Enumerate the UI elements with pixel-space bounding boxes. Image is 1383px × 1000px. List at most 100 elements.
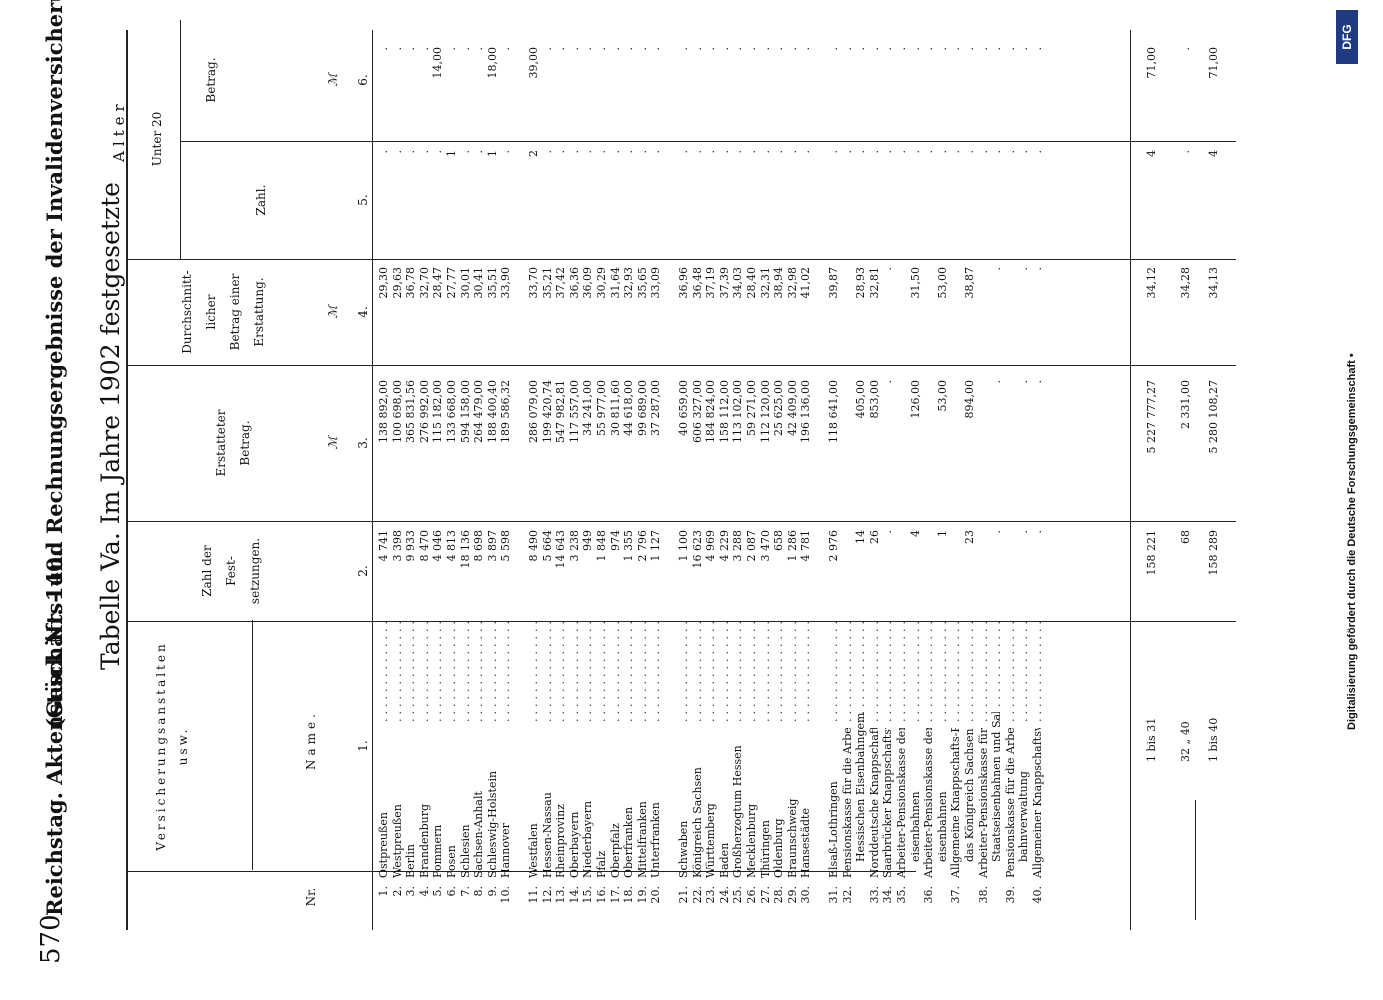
cell-nr: 15.	[581, 886, 595, 904]
cell-durch: 33,90	[499, 267, 513, 299]
cell-betrag: 112 120,00	[758, 380, 772, 443]
leader-dots: .........................	[636, 622, 649, 722]
cell-name: Württemberg	[705, 803, 718, 878]
digitization-note: Digitalisierung gefördert durch die Deut…	[1346, 353, 1358, 730]
cell-zahl20: .	[690, 150, 704, 154]
cell-betrag: .	[1031, 380, 1044, 384]
cell-betrag20: .	[731, 47, 745, 51]
table-row: 21. Schwaben......................... 1 10…	[677, 22, 690, 922]
cell-zahl20: .	[458, 150, 472, 154]
leader-dots: .........................	[746, 622, 758, 722]
cell-betrag: 40 659,00	[677, 380, 690, 436]
cell-name: Hansestädte	[800, 808, 813, 878]
table-row: 4. Brandenburg......................... 8 …	[417, 22, 431, 922]
table-row: eisenbahnen......................... 1 53,…	[936, 22, 949, 922]
column-number-6: 6.	[356, 74, 370, 86]
leader-dots: .........................	[500, 622, 513, 722]
cell-name: Oberfranken	[623, 806, 636, 878]
cell-nr: 18.	[622, 886, 636, 904]
cell-durch: 31,50	[908, 267, 922, 299]
cell-name: bahnverwaltung	[1018, 771, 1031, 862]
cell-zahl: 1 848	[595, 530, 608, 562]
cell-betrag20: .	[554, 47, 568, 51]
cell-name: Elsaß-Lothringen	[828, 781, 840, 878]
cell-durch: 37,42	[554, 267, 568, 299]
cell-durch: .	[881, 267, 895, 271]
cell-betrag20: .	[963, 47, 976, 51]
unter20-header-rule	[180, 20, 181, 260]
cell-betrag20: .	[758, 47, 772, 51]
table-row: 28. Oldenburg......................... 658…	[772, 22, 785, 922]
cell-name: Norddeutsche Knappschafts-Pensionskasse	[868, 728, 881, 878]
table-row: Staatseisenbahnen und Salinen...........…	[990, 22, 1004, 922]
page-number: 570	[36, 914, 66, 964]
header-zahl-1: Zahl der	[200, 545, 214, 597]
leader-dots: .........................	[650, 622, 663, 722]
cell-name: Posen	[446, 845, 458, 878]
cell-nr: 14.	[567, 886, 581, 904]
cell-zahl: 4 969	[704, 530, 718, 562]
cell-zahl20: .	[895, 150, 908, 154]
cell-zahl20: .	[377, 150, 390, 154]
total-betrag20: .	[1179, 47, 1192, 51]
total-betrag20: 71,00	[1145, 47, 1158, 79]
leader-dots: .........................	[678, 622, 690, 722]
cell-zahl: 8 490	[527, 530, 540, 562]
table-row: 23. Württemberg......................... 4…	[704, 22, 718, 922]
totals-row: 1 bis 40 158 289 5 280 108,27 34,13 4 71,00	[1207, 22, 1220, 922]
cell-zahl20: .	[417, 150, 431, 154]
cell-zahl20: .	[567, 150, 581, 154]
cell-zahl: 18 136	[458, 530, 472, 569]
cell-durch: 33,70	[527, 267, 540, 299]
leader-dots: .........................	[977, 622, 990, 722]
table-row: 32. Pensionskasse für die Arbeiter der Pr…	[840, 22, 854, 922]
cell-name: Arbeiter-Pensionskasse der bayerischen S…	[896, 728, 908, 878]
cell-name: Ostpreußen	[378, 812, 390, 878]
cell-betrag20: .	[949, 47, 963, 51]
cell-name: Unterfranken	[650, 802, 663, 878]
cell-durch: 29,30	[377, 267, 390, 299]
cell-durch: 38,87	[963, 267, 976, 299]
table-row: 9. Schleswig-Holstein....................…	[486, 22, 499, 922]
cell-zahl20: .	[608, 150, 622, 154]
cell-betrag20: .	[458, 47, 472, 51]
cell-durch: .	[1031, 267, 1044, 271]
cell-zahl: 2 976	[827, 530, 840, 562]
cell-betrag20: .	[567, 47, 581, 51]
table-row: 29. Braunschweig.........................…	[785, 22, 799, 922]
cell-betrag20: .	[976, 47, 990, 51]
cell-zahl20: .	[840, 150, 854, 154]
cell-betrag20: 14,00	[431, 47, 445, 79]
cell-name: Rheinprovinz	[555, 803, 568, 878]
cell-durch: 28,40	[745, 267, 758, 299]
cell-zahl20: .	[581, 150, 595, 154]
table-row: 14. Oberbayern......................... 3 …	[567, 22, 581, 922]
table-row: 33. Norddeutsche Knappschafts-Pensionskas…	[868, 22, 881, 922]
cell-name: Allgemeiner Knappschaftsverein	[1032, 728, 1044, 878]
leader-dots: .........................	[991, 622, 1004, 722]
cell-nr: 36.	[922, 886, 936, 904]
cell-name: Baden	[718, 842, 731, 878]
table-row: 10. Hannover......................... 5 59…	[499, 22, 513, 922]
leader-dots: .........................	[718, 622, 731, 722]
header-nr: Nr.	[304, 887, 318, 907]
cell-durch: 29,63	[390, 267, 404, 299]
leader-dots: .........................	[828, 622, 840, 722]
header-bottom-rule	[372, 30, 373, 930]
header-zahl-2: Fest-	[224, 556, 238, 586]
cell-betrag: 42 409,00	[785, 380, 799, 436]
cell-name: Westpreußen	[391, 804, 404, 878]
cell-durch: 30,41	[472, 267, 486, 299]
cell-betrag20: .	[649, 47, 663, 51]
cell-zahl: 4 741	[377, 530, 390, 562]
table-row: 1. Ostpreußen......................... 4 7…	[377, 22, 390, 922]
cell-nr: 17.	[608, 886, 622, 904]
total-zahl20: 4	[1145, 150, 1158, 157]
total-betrag20: 71,00	[1207, 47, 1220, 79]
cell-zahl20: 2	[527, 150, 540, 157]
leader-dots: .........................	[936, 622, 949, 722]
cell-name: Königreich Sachsen	[691, 767, 704, 878]
table-row: 30. Hansestädte......................... 4…	[799, 22, 813, 922]
header-durch-2: licher	[204, 294, 218, 330]
cell-zahl: 14	[854, 530, 868, 544]
